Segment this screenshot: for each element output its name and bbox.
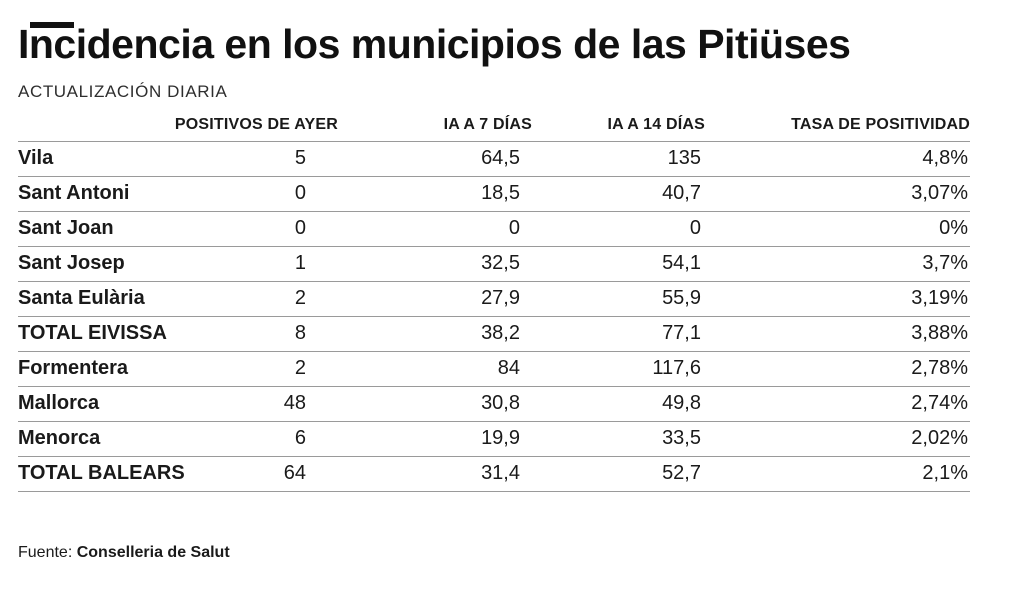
subtitle: ACTUALIZACIÓN DIARIA <box>18 82 228 102</box>
cell: 1 <box>168 246 338 283</box>
cell: 2 <box>168 351 338 388</box>
cell: 84 <box>338 351 532 388</box>
cell: 31,4 <box>338 456 532 493</box>
crop-artifact-mark <box>30 22 74 28</box>
cell: 40,7 <box>532 176 705 213</box>
cell: 48 <box>168 386 338 423</box>
incidence-table: POSITIVOS DE AYER IA A 7 DÍAS IA A 14 DÍ… <box>18 110 970 493</box>
cell: 32,5 <box>338 246 532 283</box>
table-row: Santa Eulària 2 27,9 55,9 3,19% <box>18 281 970 318</box>
row-label: Mallorca <box>18 386 168 423</box>
cell: 49,8 <box>532 386 705 423</box>
table-row: Sant Joan 0 0 0 0% <box>18 211 970 248</box>
row-label: Sant Josep <box>18 246 168 283</box>
page-title: Incidencia en los municipios de las Piti… <box>18 21 851 67</box>
cell: 6 <box>168 421 338 458</box>
cell: 55,9 <box>532 281 705 318</box>
table-body: Vila 5 64,5 135 4,8% Sant Antoni 0 18,5 40,7 3,07… <box>18 141 970 493</box>
table-row: Mallorca 48 30,8 49,8 2,74% <box>18 386 970 423</box>
column-header-positivos-ayer: POSITIVOS DE AYER <box>168 110 338 143</box>
row-label: Menorca <box>18 421 168 458</box>
cell: 5 <box>168 141 338 178</box>
cell: 0 <box>338 211 532 248</box>
cell: 30,8 <box>338 386 532 423</box>
table-row: TOTAL BALEARS 64 31,4 52,7 2,1% <box>18 456 970 493</box>
cell: 27,9 <box>338 281 532 318</box>
cell: 2,02% <box>705 421 970 458</box>
column-header-ia-14-dias: IA A 14 DÍAS <box>532 110 705 143</box>
source-line: Fuente: Conselleria de Salut <box>18 544 1006 562</box>
table-row: Menorca 6 19,9 33,5 2,02% <box>18 421 970 458</box>
cell: 3,88% <box>705 316 970 353</box>
source-label: Fuente: <box>18 544 73 562</box>
row-label: TOTAL BALEARS <box>18 456 185 493</box>
source-value: Conselleria de Salut <box>76 544 230 562</box>
table-row: Vila 5 64,5 135 4,8% <box>18 141 970 178</box>
cell: 0 <box>168 176 338 213</box>
cell: 4,8% <box>705 141 970 178</box>
table-row: TOTAL EIVISSA 8 38,2 77,1 3,88% <box>18 316 970 353</box>
cell: 3,7% <box>705 246 970 283</box>
column-header-tasa-positividad: TASA DE POSITIVIDAD <box>705 110 970 143</box>
cell: 2,1% <box>705 456 970 493</box>
table-row: Sant Josep 1 32,5 54,1 3,7% <box>18 246 970 283</box>
cell: 2,74% <box>705 386 970 423</box>
cell: 0 <box>168 211 338 248</box>
column-header-municipality <box>18 110 168 143</box>
row-label: Sant Antoni <box>18 176 168 213</box>
cell: 64,5 <box>338 141 532 178</box>
cell: 2,78% <box>705 351 970 388</box>
cell: 2 <box>168 281 338 318</box>
cell: 52,7 <box>532 456 705 493</box>
table-row: Sant Antoni 0 18,5 40,7 3,07% <box>18 176 970 213</box>
cell: 0 <box>532 211 705 248</box>
cell: 0% <box>705 211 970 248</box>
cell: 3,07% <box>705 176 970 213</box>
row-label: TOTAL EIVISSA <box>18 316 168 353</box>
row-label: Sant Joan <box>18 211 168 248</box>
cell: 33,5 <box>532 421 705 458</box>
row-label: Formentera <box>18 351 168 388</box>
cell: 38,2 <box>338 316 532 353</box>
column-header-ia-7-dias: IA A 7 DÍAS <box>338 110 532 143</box>
table-row: Formentera 2 84 117,6 2,78% <box>18 351 970 388</box>
infographic: Incidencia en los municipios de las Piti… <box>0 21 1024 562</box>
cell: 64 <box>168 456 338 493</box>
cell: 3,19% <box>705 281 970 318</box>
row-label: Santa Eulària <box>18 281 168 318</box>
cell: 19,9 <box>338 421 532 458</box>
cell: 117,6 <box>532 351 705 388</box>
row-label: Vila <box>18 141 168 178</box>
cell: 8 <box>168 316 338 353</box>
cell: 135 <box>532 141 705 178</box>
cell: 77,1 <box>532 316 705 353</box>
table-header-row: POSITIVOS DE AYER IA A 7 DÍAS IA A 14 DÍ… <box>18 110 970 143</box>
cell: 54,1 <box>532 246 705 283</box>
cell: 18,5 <box>338 176 532 213</box>
